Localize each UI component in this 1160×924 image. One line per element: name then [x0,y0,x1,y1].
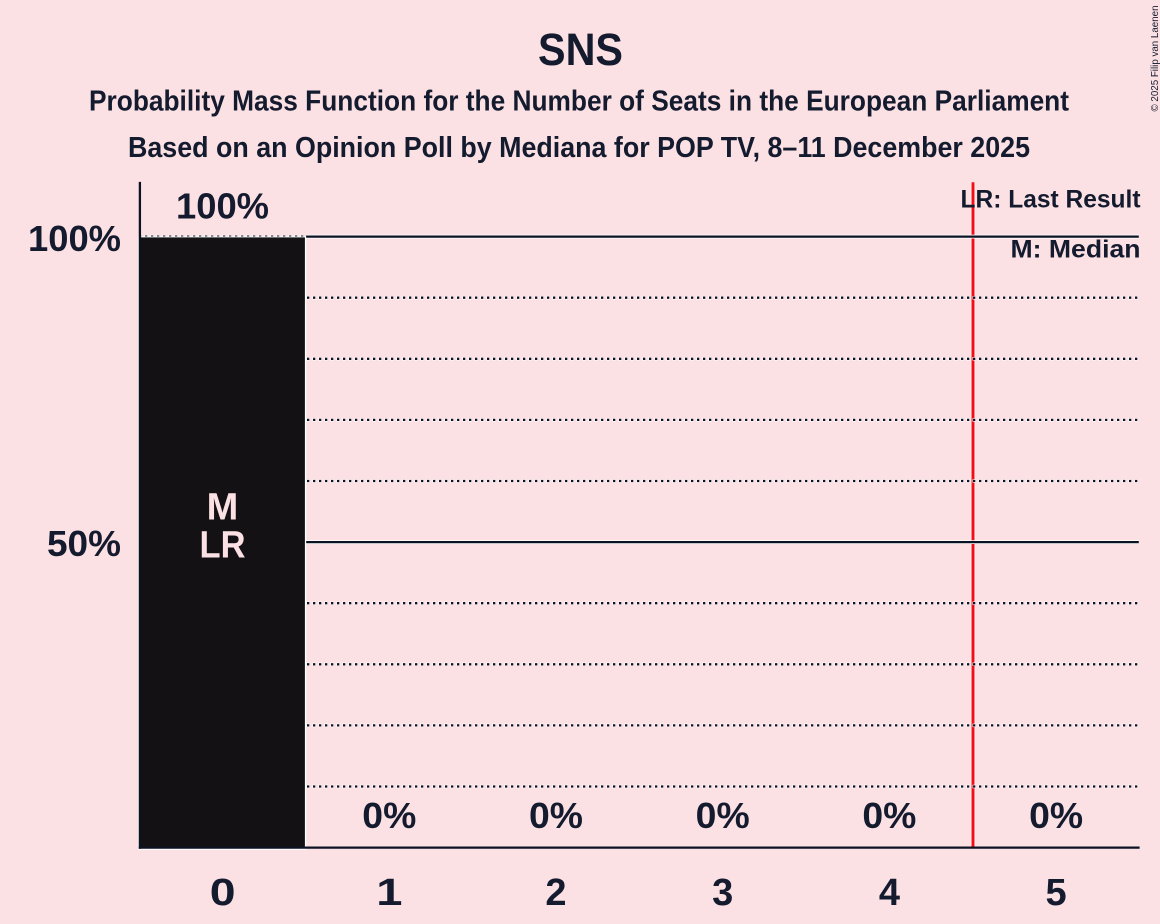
svg-text:0%: 0% [1029,795,1083,836]
svg-text:© 2025 Filip van Laenen: © 2025 Filip van Laenen [1149,5,1160,111]
svg-text:SNS: SNS [538,24,623,75]
svg-text:Probability Mass Function for: Probability Mass Function for the Number… [89,86,1069,118]
svg-text:M: Median: M: Median [1011,235,1141,263]
svg-text:M: M [207,487,239,529]
svg-text:4: 4 [879,872,900,914]
svg-text:50%: 50% [47,523,121,564]
svg-text:Based on an Opinion Poll by Me: Based on an Opinion Poll by Mediana for … [128,132,1030,164]
svg-text:100%: 100% [176,186,269,227]
svg-text:0%: 0% [362,795,416,836]
svg-text:5: 5 [1046,872,1067,914]
svg-text:100%: 100% [28,218,121,259]
svg-text:0%: 0% [696,795,750,836]
svg-text:3: 3 [712,872,733,914]
svg-text:2: 2 [545,872,566,914]
svg-text:0%: 0% [862,795,916,836]
svg-text:LR: Last Result: LR: Last Result [961,186,1142,214]
svg-text:0%: 0% [529,795,583,836]
svg-text:1: 1 [376,871,402,914]
svg-text:LR: LR [200,525,246,567]
svg-text:0: 0 [210,871,236,913]
